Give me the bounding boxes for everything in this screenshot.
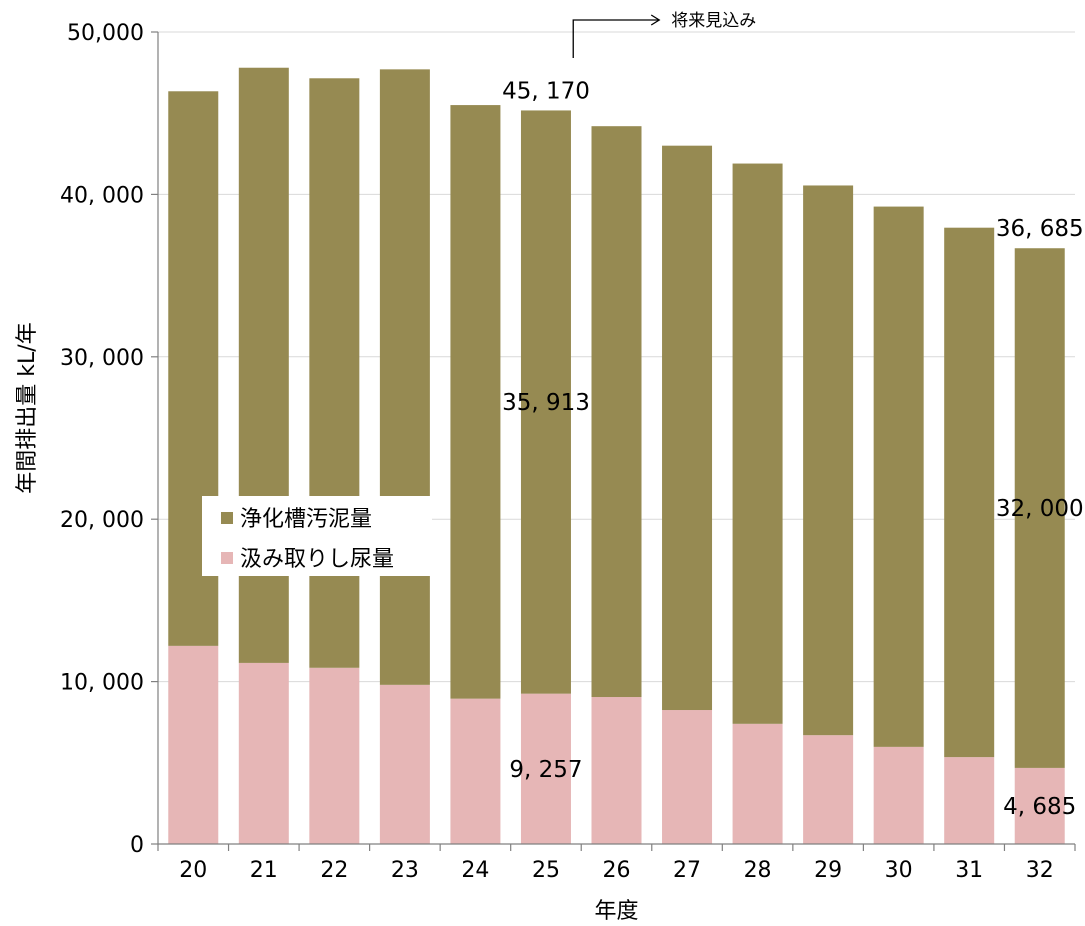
bar-segment — [873, 746, 924, 844]
annotation-bracket — [572, 19, 660, 58]
data-label: 4, 685 — [1003, 794, 1076, 820]
bar-segment — [732, 723, 783, 844]
x-tick-label: 25 — [532, 858, 560, 883]
y-tick-label: 10, 000 — [60, 671, 144, 696]
legend-label: 汲み取りし尿量 — [240, 547, 394, 572]
bar-segment — [520, 110, 571, 694]
bar-series-group — [168, 67, 1065, 844]
x-tick-label: 32 — [1026, 858, 1054, 883]
bar-segment — [591, 126, 642, 698]
x-tick-label: 29 — [814, 858, 842, 883]
x-tick-label: 31 — [955, 858, 983, 883]
legend-swatch — [221, 512, 233, 524]
x-tick-label: 21 — [250, 858, 278, 883]
bar-segment — [520, 693, 571, 844]
bar-segment — [309, 78, 360, 668]
bar-segment — [1014, 767, 1065, 844]
data-label: 32, 000 — [996, 496, 1084, 522]
bar-segment — [591, 697, 642, 844]
bar-segment — [379, 684, 430, 844]
bar-segment — [379, 69, 430, 685]
bar-segment — [450, 698, 501, 844]
y-tick-labels: 0 10, 000 20, 000 30, 000 40, 000 50,000 — [60, 21, 144, 858]
series-night-soil — [168, 645, 1065, 844]
bar-segment — [803, 185, 854, 736]
x-tick-label: 22 — [320, 858, 348, 883]
bar-segment — [1014, 248, 1065, 768]
data-label: 36, 685 — [996, 216, 1084, 242]
legend-swatch — [221, 552, 233, 564]
arrow-right-icon — [650, 14, 661, 26]
data-label: 35, 913 — [502, 390, 590, 416]
x-axis-title: 年度 — [594, 899, 638, 924]
y-axis-title: 年間排出量 kL/年 — [15, 322, 40, 493]
x-tick-label: 30 — [885, 858, 913, 883]
axes — [151, 31, 1076, 851]
bar-segment — [873, 206, 924, 747]
x-tick-label: 24 — [461, 858, 489, 883]
bar-segment — [803, 735, 854, 844]
x-tick-label: 27 — [673, 858, 701, 883]
y-tick-label: 50,000 — [67, 21, 144, 46]
bar-segment — [662, 145, 713, 711]
bar-segment — [662, 710, 713, 844]
y-tick-label: 30, 000 — [60, 346, 144, 371]
legend-box — [202, 496, 432, 576]
bar-segment — [944, 757, 995, 844]
bar-segment — [309, 667, 360, 844]
data-label: 9, 257 — [509, 757, 582, 783]
y-tick-label: 0 — [130, 833, 144, 858]
x-tick-label: 26 — [603, 858, 631, 883]
y-tick-label: 40, 000 — [60, 183, 144, 208]
bar-segment — [168, 645, 219, 844]
y-tick-label: 20, 000 — [60, 508, 144, 533]
bar-segment — [732, 163, 783, 724]
annotation-label: 将来見込み — [671, 11, 756, 31]
x-tick-label: 20 — [179, 858, 207, 883]
bar-segment — [944, 227, 995, 758]
legend-label: 浄化槽汚泥量 — [240, 507, 372, 532]
x-tick-label: 28 — [744, 858, 772, 883]
data-labels: 45, 170 35, 913 9, 257 36, 685 32, 000 4, 685 — [502, 78, 1084, 820]
series-septic-sludge — [168, 67, 1065, 768]
x-tick-label: 23 — [391, 858, 419, 883]
bar-segment — [238, 662, 289, 844]
x-tick-labels: 20 21 22 23 24 25 26 27 28 29 30 31 32 — [179, 858, 1053, 883]
data-label: 45, 170 — [502, 78, 590, 104]
forecast-annotation: 将来見込み — [572, 11, 756, 58]
bar-segment — [450, 105, 501, 699]
